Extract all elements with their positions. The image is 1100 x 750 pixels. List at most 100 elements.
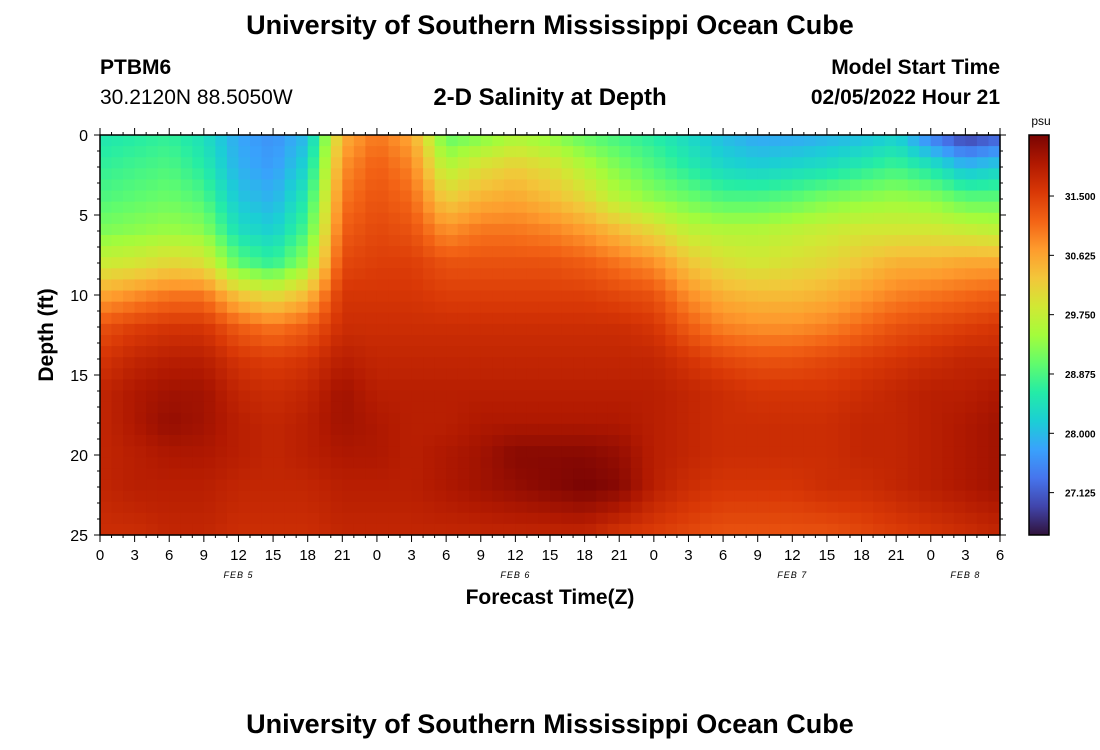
heatmap-cell bbox=[526, 235, 540, 247]
heatmap-cell bbox=[642, 368, 655, 381]
heatmap-cell bbox=[734, 223, 747, 236]
heatmap-cell bbox=[296, 168, 309, 181]
heatmap-cell bbox=[734, 212, 747, 225]
heatmap-cell bbox=[538, 446, 551, 458]
heatmap-cell bbox=[250, 290, 263, 303]
heatmap-cell bbox=[503, 201, 516, 214]
heatmap-cell bbox=[180, 146, 193, 158]
heatmap-cell bbox=[388, 457, 401, 469]
heatmap-cell bbox=[400, 401, 413, 414]
heatmap-cell bbox=[676, 401, 690, 414]
heatmap-cell bbox=[261, 468, 274, 481]
heatmap-cell bbox=[976, 268, 990, 281]
heatmap-cell bbox=[884, 512, 897, 525]
heatmap-cell bbox=[284, 335, 297, 347]
heatmap-cell bbox=[642, 157, 655, 169]
heatmap-cell bbox=[469, 301, 482, 314]
heatmap-cell bbox=[123, 312, 136, 325]
heatmap-cell bbox=[596, 390, 609, 403]
heatmap-cell bbox=[353, 157, 366, 169]
heatmap-cell bbox=[953, 479, 966, 492]
heatmap-cell bbox=[492, 301, 505, 314]
heatmap-cell bbox=[907, 257, 920, 269]
heatmap-cell bbox=[480, 501, 493, 514]
heatmap-cell bbox=[792, 435, 805, 447]
heatmap-cell bbox=[838, 368, 851, 381]
heatmap-cell bbox=[723, 323, 736, 336]
heatmap-cell bbox=[319, 290, 332, 303]
heatmap-cell bbox=[757, 157, 770, 169]
heatmap-cell bbox=[861, 135, 874, 147]
heatmap-cell bbox=[550, 523, 563, 536]
heatmap-cell bbox=[907, 323, 920, 336]
heatmap-cell bbox=[157, 312, 170, 325]
heatmap-cell bbox=[515, 135, 528, 147]
heatmap-cell bbox=[700, 223, 713, 236]
heatmap-cell bbox=[561, 468, 574, 481]
heatmap-cell bbox=[123, 468, 136, 481]
heatmap-cell bbox=[457, 168, 470, 181]
heatmap-cell bbox=[550, 323, 563, 336]
heatmap-cell bbox=[284, 323, 297, 336]
heatmap-cell bbox=[711, 346, 724, 358]
x-tick-label: 3 bbox=[407, 547, 415, 564]
heatmap-cell bbox=[203, 390, 216, 403]
heatmap-cell bbox=[688, 279, 701, 292]
heatmap-cell bbox=[711, 146, 724, 158]
heatmap-cell bbox=[723, 446, 736, 458]
heatmap-cell bbox=[296, 190, 309, 203]
heatmap-cell bbox=[919, 201, 932, 214]
heatmap-cell bbox=[480, 435, 493, 447]
heatmap-cell bbox=[792, 446, 805, 458]
heatmap-cell bbox=[146, 301, 159, 314]
heatmap-cell bbox=[850, 346, 863, 358]
heatmap-cell bbox=[261, 357, 274, 369]
heatmap-cell bbox=[815, 446, 828, 458]
heatmap-cell bbox=[700, 301, 713, 314]
x-tick-label: 12 bbox=[784, 547, 801, 564]
heatmap-cell bbox=[480, 212, 493, 225]
heatmap-cell bbox=[180, 301, 193, 314]
heatmap-cell bbox=[838, 201, 851, 214]
heatmap-cell bbox=[515, 179, 528, 192]
heatmap-cell bbox=[388, 446, 401, 458]
heatmap-cell bbox=[792, 246, 805, 258]
heatmap-cell bbox=[307, 268, 320, 281]
heatmap-cell bbox=[353, 290, 366, 303]
heatmap-cell bbox=[723, 346, 736, 358]
heatmap-cell bbox=[319, 335, 332, 347]
heatmap-cell bbox=[930, 379, 943, 392]
heatmap-cell bbox=[215, 223, 228, 236]
heatmap-cell bbox=[988, 357, 1001, 369]
heatmap-cell bbox=[665, 412, 678, 425]
heatmap-cell bbox=[676, 512, 690, 525]
heatmap-cell bbox=[192, 490, 205, 503]
heatmap-cell bbox=[180, 279, 193, 292]
heatmap-cell bbox=[942, 301, 955, 314]
heatmap-cell bbox=[953, 346, 966, 358]
heatmap-cell bbox=[203, 468, 216, 481]
heatmap-cell bbox=[942, 135, 955, 147]
heatmap-cell bbox=[700, 346, 713, 358]
heatmap-cell bbox=[930, 212, 943, 225]
heatmap-cell bbox=[526, 246, 540, 258]
heatmap-cell bbox=[561, 179, 574, 192]
heatmap-cell bbox=[815, 246, 828, 258]
heatmap-cell bbox=[503, 357, 516, 369]
heatmap-cell bbox=[123, 335, 136, 347]
heatmap-cell bbox=[342, 235, 355, 247]
heatmap-cell bbox=[826, 412, 840, 425]
heatmap-cell bbox=[515, 357, 528, 369]
heatmap-cell bbox=[284, 146, 297, 158]
heatmap-cell bbox=[815, 268, 828, 281]
heatmap-cell bbox=[538, 257, 551, 269]
heatmap-cell bbox=[873, 201, 886, 214]
heatmap-cell bbox=[411, 523, 424, 536]
heatmap-cell bbox=[492, 435, 505, 447]
heatmap-cell bbox=[411, 223, 424, 236]
heatmap-cell bbox=[492, 246, 505, 258]
heatmap-cell bbox=[884, 490, 897, 503]
heatmap-cell bbox=[515, 379, 528, 392]
heatmap-cell bbox=[665, 479, 678, 492]
heatmap-cell bbox=[746, 357, 759, 369]
